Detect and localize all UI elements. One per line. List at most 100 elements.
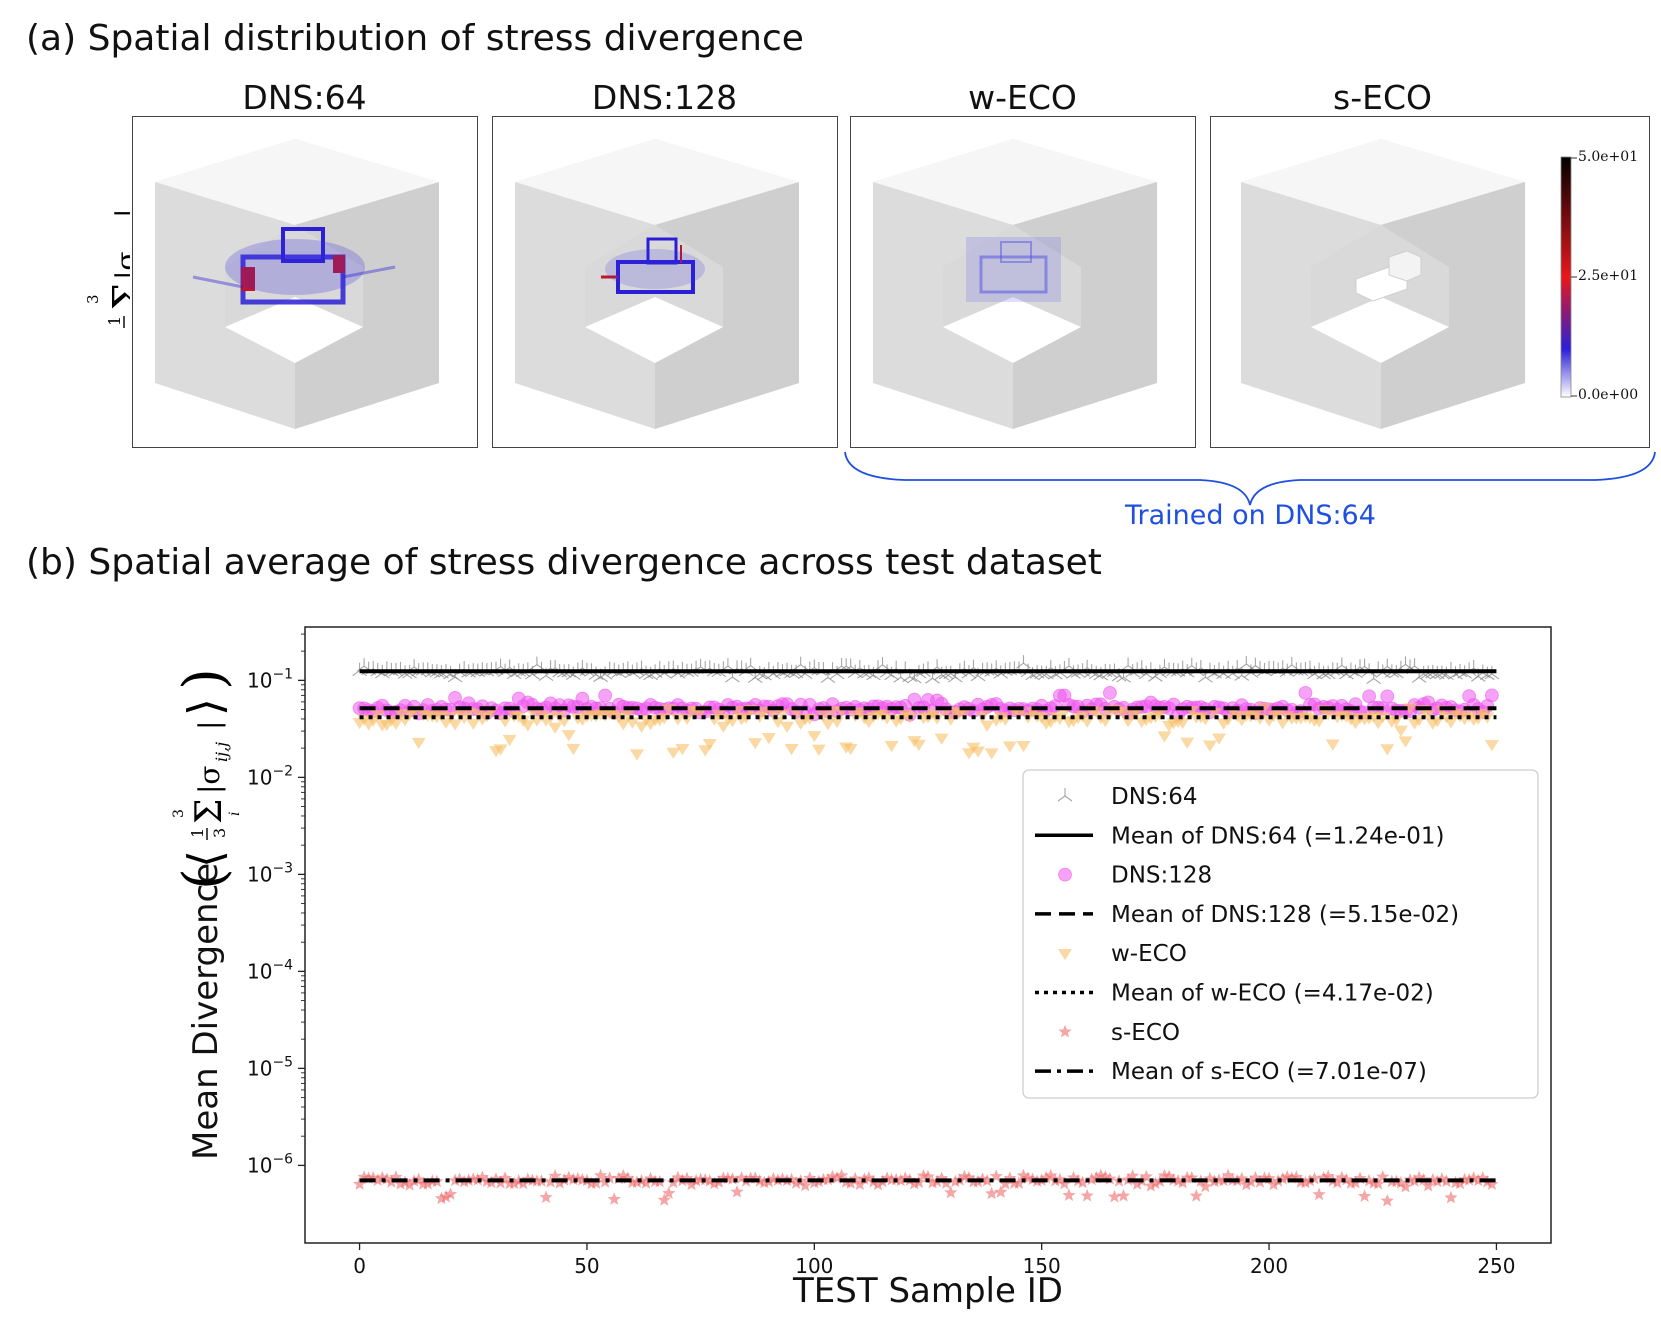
data-point-triangle bbox=[811, 744, 826, 756]
data-point-triangle bbox=[670, 714, 685, 726]
colorbar bbox=[1560, 156, 1577, 398]
data-point-circle bbox=[1484, 688, 1499, 703]
data-point-star bbox=[1307, 1171, 1322, 1185]
data-point-star bbox=[1189, 1189, 1203, 1202]
svg-text:3: 3 bbox=[171, 809, 187, 818]
data-point-star bbox=[1285, 1171, 1299, 1184]
data-point-star bbox=[1339, 1172, 1353, 1186]
data-point-star bbox=[362, 1171, 376, 1184]
data-point-triangle bbox=[1403, 703, 1418, 715]
data-point-star bbox=[848, 1171, 862, 1185]
data-point-star bbox=[1221, 1168, 1235, 1182]
data-point-star bbox=[366, 1171, 380, 1184]
data-point-star bbox=[1435, 1172, 1449, 1185]
data-point-circle bbox=[1298, 685, 1313, 700]
data-point-star bbox=[844, 1176, 858, 1189]
data-point-triangle bbox=[1443, 717, 1458, 729]
data-point-circle bbox=[1102, 685, 1117, 700]
data-point-star bbox=[1357, 1189, 1372, 1202]
data-point-triangle bbox=[770, 716, 785, 729]
legend-label: Mean of s-ECO (=7.01e-07) bbox=[1111, 1059, 1427, 1085]
data-point-star bbox=[475, 1170, 489, 1183]
data-point-star bbox=[935, 1171, 949, 1184]
data-point-star bbox=[862, 1171, 876, 1184]
svg-text:ij,j: ij,j bbox=[212, 742, 231, 762]
data-point-star bbox=[380, 1172, 394, 1185]
data-point-triangle bbox=[502, 734, 517, 747]
data-point-star bbox=[389, 1170, 403, 1183]
svg-text:i: i bbox=[227, 812, 243, 816]
part-a-heading: (a) Spatial distribution of stress diver… bbox=[26, 18, 804, 59]
x-tick-label: 150 bbox=[1023, 1254, 1061, 1278]
data-point-star bbox=[639, 1176, 653, 1189]
y-axis-title-text: Mean Divergence bbox=[186, 863, 226, 1160]
data-point-star bbox=[998, 1176, 1012, 1190]
data-point-star bbox=[421, 1176, 435, 1190]
data-point-star bbox=[1039, 1170, 1053, 1184]
data-point-star bbox=[989, 1169, 1003, 1183]
y-tick-label: 10−4 bbox=[247, 957, 293, 983]
data-point-triangle bbox=[498, 716, 513, 728]
data-point-star bbox=[1198, 1179, 1213, 1193]
data-point-star bbox=[643, 1171, 658, 1185]
data-point-star bbox=[443, 1187, 458, 1200]
data-point-triangle bbox=[816, 710, 831, 723]
data-point-star bbox=[1467, 1171, 1481, 1184]
data-point-triangle bbox=[466, 718, 481, 730]
y-tick-label: 10−5 bbox=[247, 1054, 293, 1080]
data-point-star bbox=[803, 1171, 817, 1184]
data-point-triangle bbox=[852, 707, 867, 719]
data-point-triangle bbox=[1080, 716, 1095, 728]
svg-text:⟩: ⟩ bbox=[178, 698, 232, 716]
data-point-triangle bbox=[1275, 718, 1290, 730]
data-point-star bbox=[757, 1175, 771, 1189]
data-point-star bbox=[1216, 1173, 1231, 1187]
data-point-star bbox=[1321, 1169, 1335, 1183]
data-point-triangle bbox=[1157, 731, 1172, 743]
data-point-star bbox=[907, 1176, 921, 1190]
data-point-star bbox=[939, 1176, 953, 1189]
data-point-star bbox=[944, 1185, 958, 1199]
data-point-star bbox=[371, 1173, 385, 1186]
data-point-star bbox=[671, 1170, 685, 1184]
data-point-star bbox=[1335, 1170, 1349, 1184]
data-point-star bbox=[1266, 1177, 1281, 1191]
data-point-star bbox=[1394, 1175, 1408, 1189]
legend-label: DNS:64 bbox=[1111, 784, 1198, 810]
legend-label: s-ECO bbox=[1111, 1020, 1180, 1046]
data-point-triangle bbox=[957, 708, 972, 720]
data-point-star bbox=[607, 1192, 621, 1205]
data-point-star bbox=[402, 1178, 417, 1191]
data-point-star bbox=[798, 1178, 812, 1192]
panel-dns128-render bbox=[515, 139, 799, 429]
data-point-star bbox=[1126, 1169, 1140, 1182]
data-point-star bbox=[1003, 1171, 1017, 1184]
data-point-star bbox=[1085, 1172, 1099, 1186]
data-point-star bbox=[1185, 1170, 1199, 1184]
legend: DNS:64 Mean of DNS:64 (=1.24e-01) DNS:128 M… bbox=[1022, 769, 1539, 1099]
data-point-tri bbox=[875, 656, 890, 671]
data-point-star bbox=[1080, 1188, 1094, 1202]
data-point-star bbox=[548, 1169, 562, 1182]
data-point-star bbox=[1439, 1174, 1454, 1188]
data-point-star bbox=[562, 1170, 576, 1184]
data-point-star bbox=[1407, 1174, 1422, 1187]
panel-title-dns64: DNS:64 bbox=[242, 78, 367, 117]
data-point-star bbox=[662, 1186, 676, 1199]
data-point-star bbox=[553, 1176, 567, 1189]
data-point-star bbox=[1344, 1176, 1358, 1189]
data-point-triangle bbox=[761, 733, 776, 745]
y-tick-label: 10−3 bbox=[247, 860, 293, 886]
data-point-triangle bbox=[625, 717, 640, 729]
panel-weco bbox=[850, 116, 1196, 448]
data-point-circle bbox=[598, 688, 613, 703]
data-point-star bbox=[1089, 1170, 1103, 1184]
data-point-triangle bbox=[780, 721, 795, 733]
data-point-star bbox=[853, 1177, 867, 1191]
data-point-star bbox=[1016, 1168, 1031, 1182]
data-point-star bbox=[703, 1173, 717, 1187]
data-point-triangle bbox=[1389, 715, 1404, 727]
data-point-star bbox=[834, 1168, 849, 1182]
data-point-star bbox=[1053, 1172, 1067, 1186]
data-point-triangle bbox=[1011, 708, 1026, 721]
